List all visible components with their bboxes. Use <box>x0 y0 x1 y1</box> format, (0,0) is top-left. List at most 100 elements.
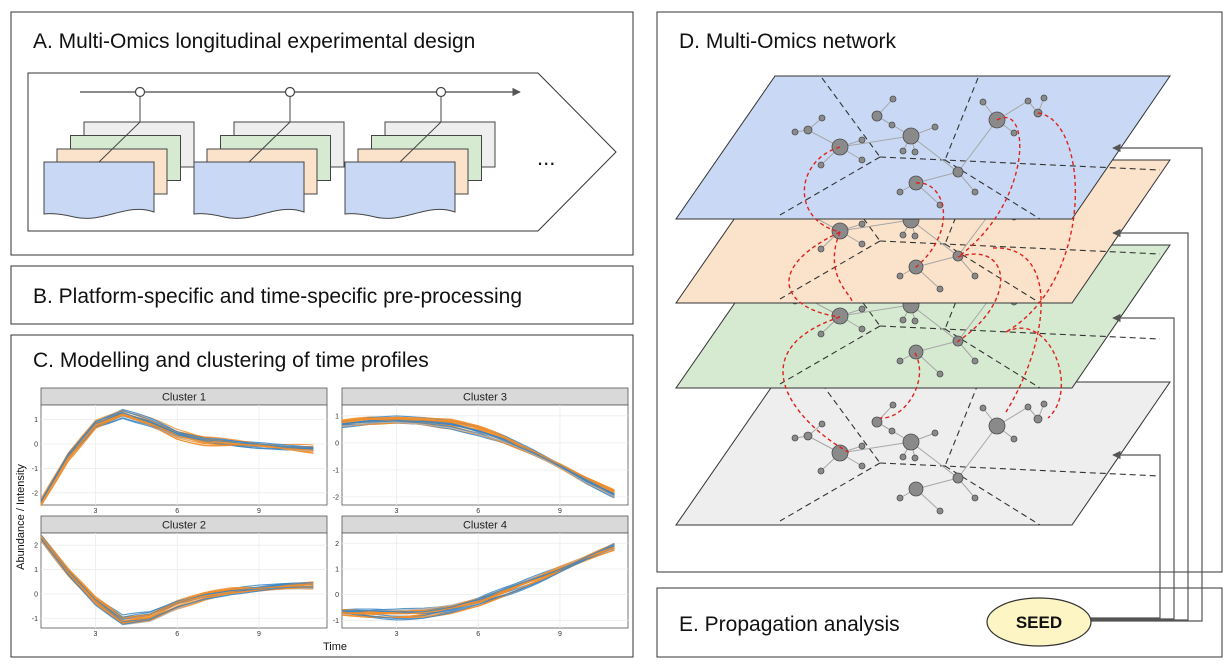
y-tick-label: 2 <box>34 543 38 550</box>
network-edge <box>910 219 959 257</box>
network-node <box>896 188 904 196</box>
omics-document-sheet <box>43 161 155 219</box>
panel-a-experimental-design: A. Multi-Omics longitudinal experimental… <box>10 11 634 256</box>
seed-connectors <box>1091 143 1203 622</box>
network-edge <box>910 304 959 342</box>
network-node <box>979 404 987 412</box>
network-node <box>899 147 907 155</box>
network-node <box>931 123 939 131</box>
network-node <box>902 433 920 451</box>
seed-connector-line <box>1091 228 1189 621</box>
cluster-partition-line <box>821 77 881 158</box>
network-node <box>1033 414 1043 424</box>
profile-line <box>40 410 314 502</box>
network-node <box>831 444 849 462</box>
panel-b-preprocessing: B. Platform-specific and time-specific p… <box>10 265 634 325</box>
network-node <box>871 110 883 122</box>
network-node <box>858 240 866 248</box>
seed-ellipse <box>986 597 1092 647</box>
omics-layers <box>675 75 1171 526</box>
propagation-edge <box>956 253 1002 343</box>
cluster-partition-line <box>944 159 1041 220</box>
network-node <box>858 462 866 470</box>
cluster-partition-line <box>821 246 881 327</box>
profile-line <box>341 543 615 613</box>
cluster-partition-line <box>821 161 881 242</box>
x-tick-label: 9 <box>257 508 261 515</box>
facet-title: Cluster 3 <box>463 392 507 404</box>
layer-plane <box>675 75 1171 220</box>
network-node <box>911 454 919 462</box>
network-node <box>1024 97 1032 105</box>
cluster-partition-line <box>944 465 1041 526</box>
network-node <box>971 357 979 365</box>
seed-node: SEED <box>986 597 1092 647</box>
profile-line <box>40 414 314 507</box>
network-node <box>952 472 964 484</box>
network-node <box>791 128 799 136</box>
seed-connector-line <box>1091 450 1161 619</box>
profile-line <box>341 421 615 497</box>
network-node <box>896 494 904 502</box>
y-tick-label: 1 <box>34 417 38 424</box>
network-node <box>1040 400 1048 408</box>
propagation-edge <box>914 182 945 269</box>
y-tick-label: -2 <box>32 490 38 497</box>
x-tick-label: 9 <box>257 631 261 638</box>
propagation-edge <box>992 247 1042 413</box>
network-edge <box>957 425 998 479</box>
network-node <box>908 481 924 497</box>
propagation-edge <box>782 316 851 454</box>
network-edge <box>839 219 912 232</box>
network-node <box>911 317 919 325</box>
y-tick-label: 1 <box>335 413 339 420</box>
network-node <box>858 442 866 450</box>
y-tick-label: 0 <box>34 591 38 598</box>
cluster-facet: Cluster 3 3 6 9 -2 -1 0 1 <box>333 387 629 515</box>
y-tick-label: -2 <box>333 494 339 501</box>
network-node <box>952 250 964 262</box>
y-tick-label: 1 <box>34 567 38 574</box>
timepoint-sample-stack <box>344 86 496 219</box>
panel-e-title: E. Propagation analysis <box>679 613 900 636</box>
network-node <box>911 148 919 156</box>
network-node <box>858 325 866 333</box>
network-edge <box>910 135 959 173</box>
network-edge <box>839 441 912 454</box>
x-tick-label: 3 <box>94 508 98 515</box>
x-tick-label: 6 <box>476 631 480 638</box>
y-axis-label: Abundance / Intensity <box>15 464 27 570</box>
network-node <box>979 98 987 106</box>
panel-a-title: A. Multi-Omics longitudinal experimental… <box>33 30 475 53</box>
network-node <box>888 121 896 129</box>
network-edge <box>957 119 998 173</box>
timepoint-marker <box>284 86 296 98</box>
network-node <box>818 114 826 122</box>
facet-title: Cluster 2 <box>162 520 206 532</box>
layer-network <box>791 400 1048 515</box>
network-node <box>896 272 904 280</box>
x-tick-label: 6 <box>476 508 480 515</box>
network-node <box>899 316 907 324</box>
facet-title: Cluster 4 <box>463 520 507 532</box>
network-node <box>818 420 826 428</box>
omics-layer <box>675 75 1171 220</box>
network-node <box>1010 435 1018 443</box>
y-tick-label: 0 <box>34 442 38 449</box>
more-timepoints-ellipsis: ... <box>537 145 555 170</box>
profile-line <box>341 416 615 491</box>
propagation-edge <box>1005 112 1077 333</box>
y-tick-label: -1 <box>333 618 339 625</box>
panel-b-frame <box>10 265 634 325</box>
timepoint-connector <box>248 121 291 163</box>
x-tick-label: 6 <box>175 508 179 515</box>
x-axis-label: Time <box>323 641 347 653</box>
timepoint-marker <box>134 86 146 98</box>
propagation-edge <box>957 116 1021 258</box>
panel-c-title: C. Modelling and clustering of time prof… <box>33 349 429 372</box>
network-node <box>858 305 866 313</box>
panel-d-network: D. Multi-Omics network <box>656 11 1223 573</box>
propagation-edge <box>803 146 841 233</box>
